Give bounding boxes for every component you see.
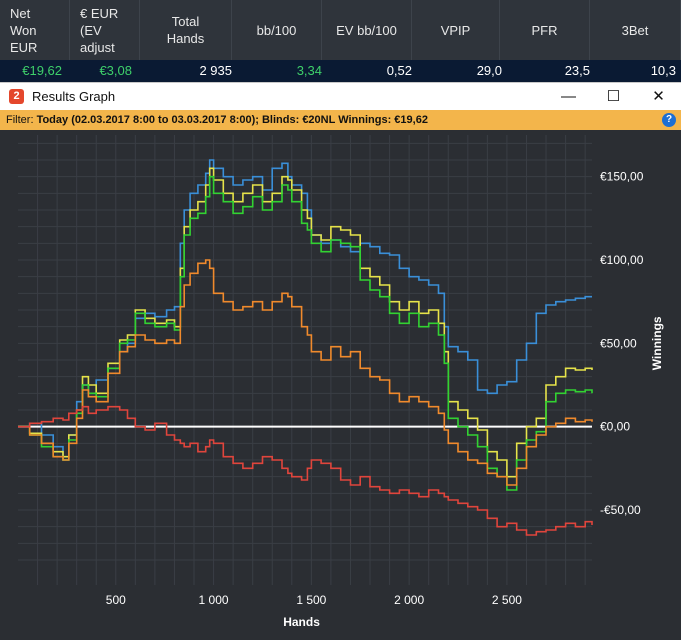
column-header-line: Total	[171, 14, 200, 29]
close-button[interactable]: ✕	[652, 88, 665, 105]
series-line	[18, 167, 593, 478]
y-tick-label: €0,00	[600, 420, 630, 434]
column-header-line: EV bb/100	[336, 22, 397, 38]
y-axis-title: Winnings	[650, 316, 664, 370]
window-titlebar[interactable]: 2 Results Graph — ☐ ✕	[0, 82, 681, 110]
column-header-line: Hands	[166, 31, 205, 46]
column-header[interactable]: Net Won EUR	[0, 0, 70, 60]
stat-value: 3,34	[296, 63, 322, 78]
column-header[interactable]: bb/100	[232, 0, 322, 60]
stats-values-row: €19,62 €3,08 2 935 3,34 0,52 29,0 23,5 10,3	[0, 60, 681, 82]
column-header-line: VPIP	[440, 22, 471, 38]
results-chart: €150,00 €100,00 €50,00 €0,00 -€50,00 500 1 000…	[18, 135, 664, 629]
x-axis-title: Hands	[283, 615, 320, 629]
column-header-line: bb/100	[256, 22, 297, 38]
y-tick-label: -€50,00	[600, 503, 641, 517]
column-header-line: Net	[10, 5, 31, 21]
window-title: Results Graph	[32, 89, 116, 104]
column-header[interactable]: 3Bet	[590, 0, 681, 60]
y-tick-label: €100,00	[600, 253, 644, 267]
x-tick-label: 1 500	[296, 593, 326, 607]
x-tick-label: 2 000	[394, 593, 424, 607]
column-header-line: 3Bet	[621, 22, 649, 38]
filter-bar[interactable]: Filter: Today (02.03.2017 8:00 to 03.03.…	[0, 110, 681, 130]
stat-value: €19,62	[22, 63, 62, 78]
series-line	[18, 405, 593, 536]
stat-value: 2 935	[199, 63, 232, 78]
series-line	[18, 259, 593, 486]
x-tick-label: 500	[106, 593, 126, 607]
stat-value: 0,52	[386, 63, 412, 78]
column-header-line: Won	[10, 22, 37, 38]
column-header-line: (EV	[80, 22, 102, 38]
column-header[interactable]: EV bb/100	[322, 0, 412, 60]
help-icon[interactable]: ?	[662, 113, 676, 127]
y-tick-label: €150,00	[600, 170, 644, 184]
column-header[interactable]: € EUR (EV adjust	[70, 0, 140, 60]
column-header[interactable]: VPIP	[412, 0, 500, 60]
results-graph: €150,00 €100,00 €50,00 €0,00 -€50,00 500 1 000…	[0, 130, 681, 640]
stat-value: 10,3	[650, 63, 676, 78]
filter-text: Today (02.03.2017 8:00 to 03.03.2017 8:0…	[36, 114, 428, 126]
column-header-line: € EUR	[80, 5, 119, 21]
column-header-line: adjust	[80, 39, 115, 55]
x-tick-label: 1 000	[199, 593, 229, 607]
stats-header: Net Won EUR € EUR (EV adjust Total Hands bb/100 E…	[0, 0, 681, 60]
maximize-button[interactable]: ☐	[606, 88, 621, 105]
x-tick-label: 2 500	[492, 593, 522, 607]
stat-value: 29,0	[476, 63, 502, 78]
minimize-button[interactable]: —	[561, 88, 576, 105]
column-header[interactable]: PFR	[500, 0, 590, 60]
column-header[interactable]: Total Hands	[140, 0, 232, 60]
filter-label: Filter:	[6, 114, 34, 126]
stat-value: 23,5	[564, 63, 590, 78]
stat-value: €3,08	[99, 63, 132, 78]
column-header-line: PFR	[531, 22, 558, 38]
y-tick-label: €50,00	[600, 336, 637, 350]
column-header-line: EUR	[10, 39, 38, 55]
app-logo-icon: 2	[9, 89, 24, 104]
